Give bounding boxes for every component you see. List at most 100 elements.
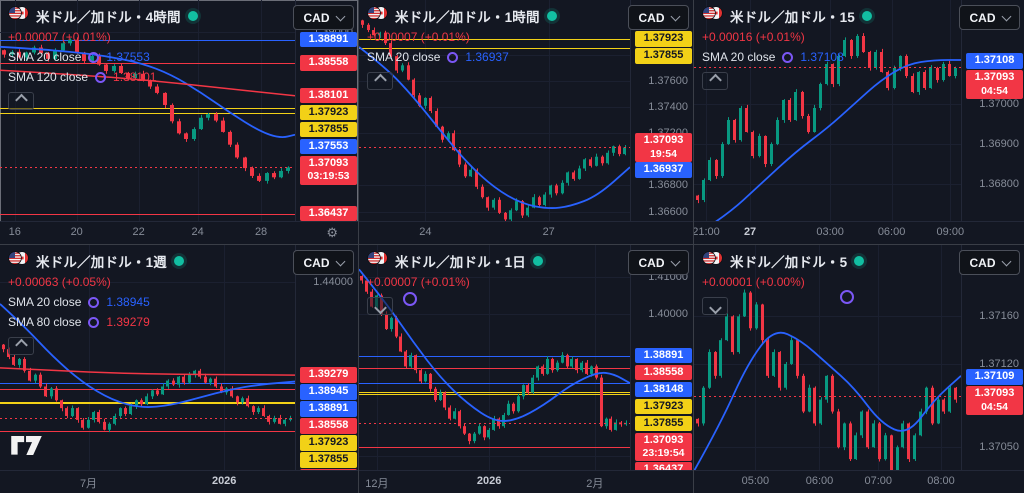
price-level-label: 1.37855 [635,415,692,432]
chart-legend-header: 米ドル／加ドル・5 +0.00001 (+0.00%) [702,250,865,315]
indicator-row[interactable]: SMA 80 close 1.39279 [8,315,184,329]
legend-collapse-button[interactable] [367,297,393,315]
time-scale[interactable]: 16 20 22 24 28 [0,221,358,244]
axis-price-label: 1.37050 [979,441,1019,454]
chevron-icon [708,301,722,314]
symbol-title[interactable]: 米ドル／加ドル・1時間 [395,9,540,25]
price-level-label: 1.37923 [300,104,357,121]
currency-label: CAD [303,10,330,25]
price-level-label: 1.37923 [635,398,692,415]
legend-collapse-button[interactable] [702,297,728,315]
indicator-value: 1.39279 [106,315,150,329]
axis-price-label: 1.37600 [648,74,688,87]
price-level-label: 1.36937 [635,162,692,178]
indicator-row[interactable]: SMA 20 close 1.37108 [702,50,872,64]
chevron-icon [373,301,387,314]
chart-panel-1d: 1.410001.400001.362001.388911.385581.381… [359,245,693,493]
sync-icon [95,71,107,83]
current-price-label: 1.37093 19:54 [635,133,692,163]
legend-collapse-button[interactable] [367,72,393,90]
price-level-label: 1.38891 [300,31,357,48]
time-scale[interactable]: 12月 2026 2月 [359,470,693,493]
indicator-row[interactable]: SMA 20 close 1.37553 [8,50,198,64]
indicator-name: SMA 20 close [8,295,82,309]
symbol-title[interactable]: 米ドル／加ドル・1週 [36,254,168,270]
price-scale[interactable]: 1.44000 1.39279 1.38945 1.38891 1.38558 1.379… [295,245,358,493]
chart-canvas[interactable] [0,0,295,222]
chart-canvas[interactable] [694,245,961,471]
price-level-label: 1.36437 [300,205,357,222]
price-level-label: 1.38101 [300,87,357,104]
time-scale[interactable]: 24 27 [359,221,693,244]
currency-dropdown[interactable]: CAD [959,250,1020,275]
price-scale[interactable]: 1.378001.376001.374001.372001.368001.366… [630,0,693,222]
price-level-label: 1.37109 [966,369,1023,385]
symbol-title[interactable]: 米ドル／加ドル・5 [730,254,848,270]
usdcad-flags-icon [702,5,723,26]
price-scale[interactable]: 1.37000 1.36900 1.36800 1.37108 1.37093 04:54 [961,0,1024,222]
chart-legend-header: 米ドル／加ドル・15 +0.00016 (+0.01%) SMA 20 clos… [702,5,873,90]
chart-legend-header: 米ドル／加ドル・1日 +0.00007 (+0.01%) [367,250,544,315]
price-level-label: 1.39279 [300,367,357,383]
time-scale[interactable]: 7月 2026 [0,470,358,493]
axis-time-label: 27 [542,226,555,238]
price-level-label: 1.38945 [300,384,357,400]
price-scale[interactable]: 1.37160 1.37120 1.37050 1.37109 1.37093 04:54 [961,245,1024,471]
chart-legend-header: 米ドル／加ドル・1週 +0.00063 (+0.05%) SMA 20 clos… [8,250,185,355]
chart-panel-4h: 1.390001.388911.385581.381011.379231.378… [0,0,358,244]
price-scale[interactable]: 1.390001.388911.385581.381011.379231.378… [295,0,358,222]
axis-price-label: 1.36800 [979,178,1019,190]
market-open-icon [854,255,865,266]
currency-dropdown[interactable]: CAD [628,5,689,30]
symbol-title[interactable]: 米ドル／加ドル・1日 [395,254,527,270]
currency-dropdown[interactable]: CAD [293,5,354,30]
axis-time-label: 08:00 [927,475,955,487]
symbol-title[interactable]: 米ドル／加ドル・4時間 [36,9,181,25]
indicator-row[interactable]: SMA 20 close 1.36937 [367,50,557,64]
chart-canvas[interactable] [359,245,630,471]
price-level-label: 1.37108 [966,52,1023,69]
usdcad-flags-icon [702,250,723,271]
symbol-title[interactable]: 米ドル／加ドル・15 [730,9,856,25]
usdcad-flags-icon [367,250,388,271]
price-level-label: 1.37855 [635,47,692,64]
axis-time-label: 21:00 [694,226,720,238]
current-price-label: 1.37093 23:19:54 [635,432,692,462]
pane-settings-icon[interactable]: ⚙ [326,225,338,240]
chart-canvas[interactable] [694,0,961,222]
chevron-down-icon [1001,256,1011,267]
price-level-label: 1.38891 [300,401,357,417]
currency-dropdown[interactable]: CAD [628,250,689,275]
chart-legend-header: 米ドル／加ドル・4時間 +0.00007 (+0.01%) SMA 20 clo… [8,5,198,110]
time-scale[interactable]: 21:00 27 03:00 06:00 09:00 [694,221,1024,244]
indicator-value: 1.37108 [800,50,844,64]
indicator-row[interactable]: SMA 20 close 1.38945 [8,295,184,309]
legend-collapse-button[interactable] [8,92,34,110]
axis-time-label: 20 [70,226,83,238]
legend-collapse-button[interactable] [702,72,728,90]
chart-canvas[interactable] [359,0,630,222]
market-open-icon [187,10,198,21]
axis-price-label: 1.37160 [979,310,1019,323]
price-level-label: 1.38558 [635,364,692,381]
axis-time-label: 06:00 [877,226,906,238]
axis-time-label: 05:00 [741,475,770,487]
chart-panel-15m: 1.37000 1.36900 1.36800 1.37108 1.37093 04:54… [694,0,1024,244]
indicator-row[interactable]: SMA 120 close 1.38101 [8,70,198,84]
chevron-icon [373,73,387,86]
price-scale[interactable]: 1.410001.400001.362001.388911.385581.381… [630,245,693,478]
axis-time-label: 12月 [365,478,389,490]
usdcad-flags-icon [8,250,29,271]
indicator-value: 1.38101 [113,70,157,84]
chart-panel-5m: 1.37160 1.37120 1.37050 1.37109 1.37093 04:54… [694,245,1024,493]
currency-dropdown[interactable]: CAD [959,5,1020,30]
chevron-down-icon [335,256,345,267]
currency-dropdown[interactable]: CAD [293,250,354,275]
chart-canvas[interactable] [0,245,295,471]
sync-icon [88,316,100,328]
price-level-label: 1.38558 [300,55,357,72]
legend-collapse-button[interactable] [8,337,34,355]
currency-label: CAD [638,255,665,270]
time-scale[interactable]: 05:00 06:00 07:00 08:00 [694,470,1024,493]
